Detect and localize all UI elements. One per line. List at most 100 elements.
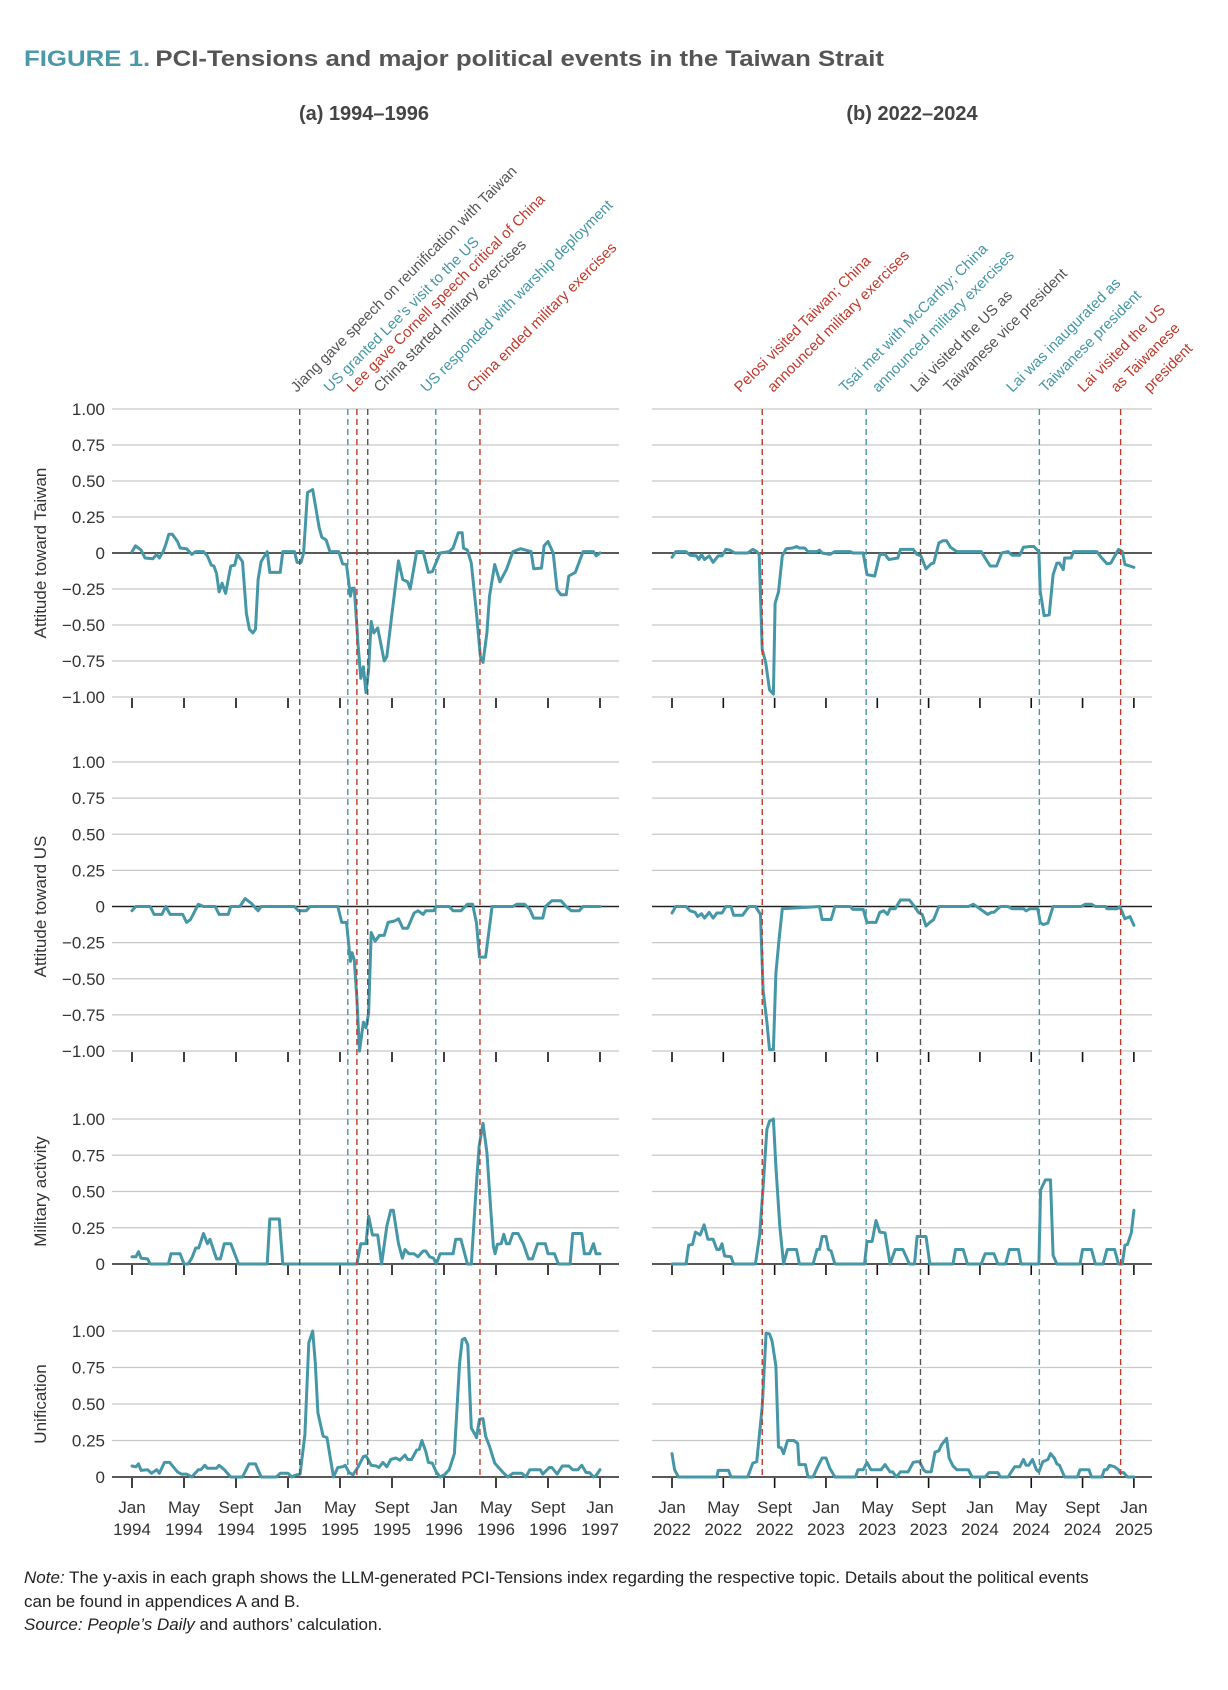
series-line [670,539,1136,696]
y-tick-label: 0.25 [72,508,105,527]
series-line [670,898,1136,1052]
panel-b-title: (b) 2022–2024 [846,103,978,125]
y-tick-label: 1.00 [72,400,105,419]
series-line [670,1117,1136,1266]
subplot: 1.00 0.75 0.50 0.25 0 −0.25 −0.50 −0.75 −1.00 Att… [31,400,619,708]
y-tick-label: −1.00 [62,1042,105,1061]
source-text: and authors’ calculation. [195,1615,382,1634]
note-label: Note: [24,1568,65,1587]
note-line-1: Note: The y-axis in each graph shows the… [24,1568,1089,1587]
x-tick-label: 2022 [704,1520,742,1539]
x-tick-label: 1994 [165,1520,203,1539]
y-tick-label: −1.00 [62,688,105,707]
x-tick-label: 1995 [321,1520,359,1539]
y-tick-label: 0.75 [72,789,105,808]
y-tick-label: 0.25 [72,1219,105,1238]
x-tick-label: Sept [219,1498,254,1517]
subplot [652,761,1152,1062]
y-tick-label: 0.50 [72,1395,105,1414]
x-tick-label: May [168,1498,201,1517]
y-axis-title: Attitude toward Taiwan [31,468,50,639]
series-line [130,1121,602,1266]
y-tick-label: 0.75 [72,436,105,455]
source-line: Source: People’s Daily and authors’ calc… [24,1615,382,1634]
series-line [130,897,602,1053]
x-tick-label: 1994 [217,1520,255,1539]
x-tick-label: 1997 [581,1520,619,1539]
source-label: Source: [24,1615,83,1634]
x-tick-label: 1996 [425,1520,463,1539]
note-text: The y-axis in each graph shows the LLM-g… [65,1568,1089,1587]
source-publication: People’s Daily [83,1615,197,1634]
y-axis-title: Attitude toward US [31,836,50,978]
x-tick-label: Sept [911,1498,946,1517]
x-tick-label: Jan [812,1498,839,1517]
x-tick-label: May [707,1498,740,1517]
y-tick-label: −0.50 [62,970,105,989]
figure-title: FIGURE 1. PCI-Tensions and major politic… [24,46,885,71]
x-tick-label: Sept [757,1498,792,1517]
x-tick-label: 2024 [961,1520,999,1539]
series-line [130,1329,602,1479]
y-tick-label: −0.50 [62,616,105,635]
x-tick-label: Sept [531,1498,566,1517]
y-tick-label: 0 [96,898,105,917]
y-tick-label: −0.25 [62,934,105,953]
x-tick-label: Jan [586,1498,613,1517]
x-tick-label: Jan [658,1498,685,1517]
y-tick-label: 0.25 [72,1432,105,1451]
series-line [670,1331,1136,1479]
subplot [652,408,1152,708]
x-tick-label: 2023 [807,1520,845,1539]
subplot [652,1117,1152,1275]
x-tick-label: 1996 [477,1520,515,1539]
y-axis-title: Unification [31,1364,50,1443]
x-tick-label: Sept [375,1498,410,1517]
y-axis-title: Military activity [31,1136,50,1247]
x-tick-label: Jan [966,1498,993,1517]
y-tick-label: −0.75 [62,652,105,671]
x-tick-label: 2023 [910,1520,948,1539]
y-tick-label: 0 [96,544,105,563]
y-tick-label: 0.75 [72,1146,105,1165]
y-tick-label: 0.25 [72,861,105,880]
x-tick-label: 1995 [269,1520,307,1539]
y-tick-label: 0 [96,1255,105,1274]
y-tick-label: 1.00 [72,1322,105,1341]
y-tick-label: −0.25 [62,580,105,599]
y-tick-label: 1.00 [72,753,105,772]
y-tick-label: 0.50 [72,825,105,844]
panel-a-title: (a) 1994–1996 [299,103,429,125]
figure-title-text: PCI-Tensions and major political events … [155,46,884,71]
x-tick-label: 2022 [653,1520,691,1539]
x-tick-label: 1994 [113,1520,151,1539]
x-tick-label: May [480,1498,513,1517]
x-tick-label: May [324,1498,357,1517]
y-tick-label: 0.50 [72,472,105,491]
subplot: 1.00 0.75 0.50 0.25 0 −0.25 −0.50 −0.75 −1.00 Att… [31,753,619,1062]
y-tick-label: −0.75 [62,1006,105,1025]
note-line-2: can be found in appendices A and B. [24,1592,300,1611]
subplot: 1.00 0.75 0.50 0.25 0 Military activity [31,1110,619,1275]
x-tick-label: 2023 [858,1520,896,1539]
x-tick-label: Jan [430,1498,457,1517]
x-tick-label: Jan [1120,1498,1147,1517]
y-tick-label: 0.50 [72,1183,105,1202]
y-tick-label: 0 [96,1468,105,1487]
x-tick-label: 2024 [1012,1520,1050,1539]
subplot [652,1330,1152,1488]
x-tick-label: Jan [118,1498,145,1517]
series-line [130,488,602,695]
x-tick-label: May [861,1498,894,1517]
x-tick-label: Jan [274,1498,301,1517]
x-tick-label: 1996 [529,1520,567,1539]
x-tick-label: May [1015,1498,1048,1517]
y-tick-label: 1.00 [72,1110,105,1129]
figure-label: FIGURE 1. [24,46,150,71]
x-tick-label: 2024 [1064,1520,1102,1539]
y-tick-label: 0.75 [72,1359,105,1378]
x-tick-label: 1995 [373,1520,411,1539]
x-tick-label: Sept [1065,1498,1100,1517]
